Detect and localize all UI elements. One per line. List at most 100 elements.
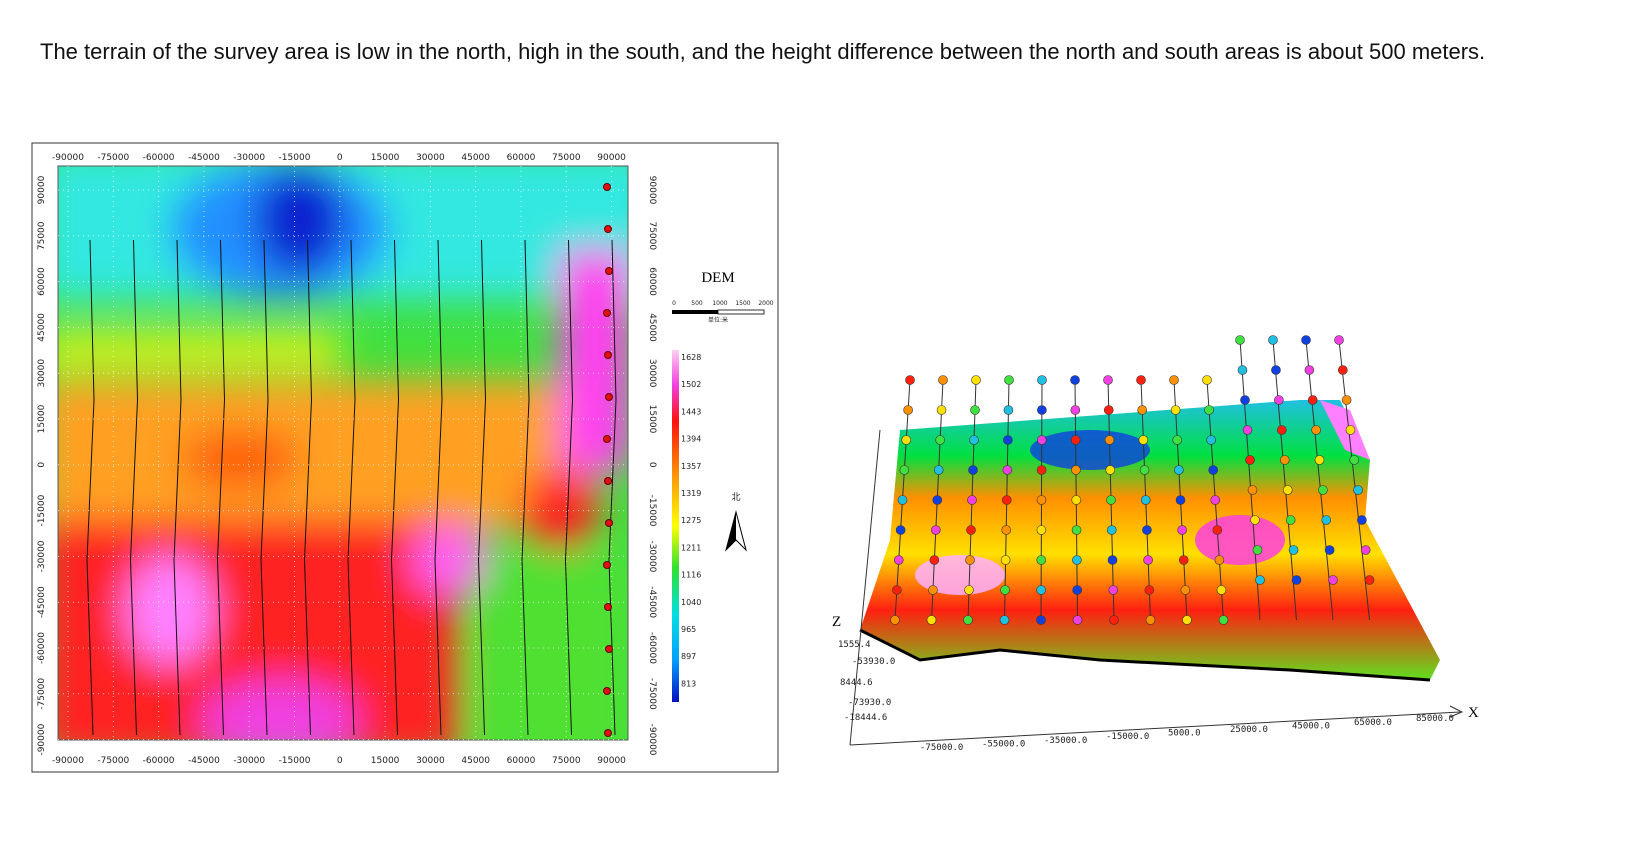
pole-point [1169, 375, 1179, 385]
pole-point [1143, 555, 1153, 565]
pole-point [1072, 585, 1082, 595]
x-label-bottom: -75000 [97, 756, 129, 766]
station-point [603, 687, 611, 695]
pole-point [899, 465, 910, 475]
survey-points [890, 335, 1375, 625]
pole-point [1277, 425, 1287, 435]
z-label: -53930.0 [852, 657, 895, 667]
pole-point [1103, 375, 1113, 385]
z-label: 8444.6 [840, 678, 873, 688]
x-label-top: -90000 [52, 153, 84, 163]
pole-point [1107, 555, 1118, 565]
y-label-right: 45000 [647, 313, 657, 342]
pole-point [1071, 495, 1082, 505]
x-label-bottom: 45000 [461, 756, 490, 766]
x-axis-label: X [1468, 705, 1479, 721]
pole-point [971, 375, 981, 385]
pole-point [1245, 455, 1255, 465]
pole-point [1206, 435, 1216, 445]
pole-point [1174, 465, 1184, 475]
station-point [604, 477, 612, 485]
pole-point [1140, 495, 1151, 505]
scale-bar [717, 309, 765, 315]
scale-label: 1000 [712, 300, 727, 307]
pole-point [1321, 515, 1332, 525]
legend-value: 1319 [681, 489, 701, 498]
station-point [603, 183, 611, 191]
x-label-bottom: 60000 [507, 756, 536, 766]
pole-point [935, 435, 945, 445]
pole-point [1178, 555, 1189, 565]
pole-point [1136, 375, 1146, 385]
x-label-top: 45000 [461, 153, 490, 163]
pole-point [969, 435, 979, 445]
pole-point [1279, 455, 1290, 465]
scale-label: 2000 [758, 300, 773, 307]
pole-point [905, 375, 915, 385]
x-label-bottom: 75000 [552, 756, 581, 766]
pole-point [1210, 495, 1221, 505]
pole-point [1235, 335, 1245, 345]
pole-point [1349, 455, 1360, 465]
y-label-left: -45000 [37, 586, 47, 618]
pole-point [1182, 615, 1192, 625]
station-point [605, 267, 613, 275]
pole-point [1274, 395, 1284, 405]
survey-line [216, 239, 226, 736]
scale-bar [672, 310, 718, 314]
legend-value: 1275 [681, 516, 701, 525]
station-point [605, 393, 613, 401]
pole-point [1318, 485, 1328, 495]
y-label-right: -30000 [647, 540, 657, 572]
y-label-right: -90000 [647, 724, 657, 756]
x-label-top: 0 [337, 153, 343, 163]
pole-point [1288, 545, 1299, 555]
color-bar [672, 350, 679, 702]
pole-point [1180, 585, 1191, 595]
survey-line [477, 239, 487, 736]
pole-point [1345, 425, 1356, 435]
pole-point [1240, 395, 1250, 405]
station-point [603, 435, 611, 443]
x-label-top: 60000 [507, 153, 536, 163]
pole-point [966, 525, 976, 535]
y-label-right: 15000 [647, 405, 657, 434]
pole-point [901, 435, 912, 445]
legend-title: DEM [701, 270, 734, 286]
pole-point [890, 615, 900, 625]
y-label-left: -30000 [37, 540, 47, 572]
pole-point [967, 495, 977, 505]
y-label-left: -15000 [37, 494, 47, 526]
pole-point [1360, 545, 1371, 555]
y-label-right: 60000 [647, 267, 657, 296]
station-point [604, 225, 612, 233]
pole-point [1357, 515, 1367, 525]
pole-point [1145, 615, 1156, 625]
legend-value: 1443 [681, 407, 701, 416]
pole-point [938, 375, 948, 385]
x-label-bottom: 0 [337, 756, 343, 766]
pole-point [1105, 465, 1116, 475]
scale-label: 500 [691, 300, 703, 307]
x3d-label: 65000.0 [1354, 718, 1392, 728]
pole-point [1103, 405, 1114, 415]
pole-point [893, 555, 904, 565]
pole-point [1144, 585, 1155, 595]
x-label-bottom: -60000 [143, 756, 175, 766]
station-point [604, 351, 612, 359]
pole-point [1070, 435, 1081, 445]
survey-line [521, 239, 530, 736]
pole-point [1218, 615, 1229, 625]
y-label-left: -75000 [37, 678, 47, 710]
legend-value: 1357 [681, 462, 701, 471]
pole-point [892, 585, 902, 595]
pole-point [1214, 555, 1225, 565]
pole-point [1216, 585, 1227, 595]
pole-point [1291, 575, 1302, 585]
pole-point [1255, 575, 1265, 585]
pole-point [1036, 585, 1046, 595]
pole-point [1002, 465, 1013, 475]
pole-point [1304, 365, 1315, 375]
pole-point [1271, 365, 1281, 375]
